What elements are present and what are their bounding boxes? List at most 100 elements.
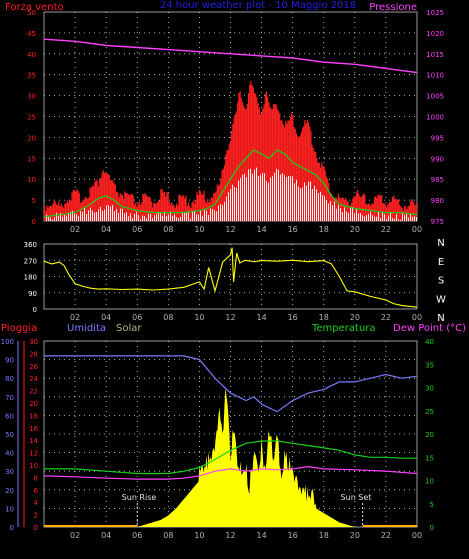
panel2-time-tick: 02	[70, 313, 80, 322]
wind-speed-tick: 40	[27, 51, 36, 59]
solar-area	[44, 387, 417, 527]
direction-tick: 90	[28, 290, 37, 298]
legend-solar: Solar	[116, 323, 142, 334]
wind-direction-line	[43, 247, 418, 308]
humidity-tick: 0	[10, 524, 14, 532]
temperature-tick: 0	[430, 524, 434, 532]
temperature-tick: 10	[425, 478, 434, 486]
wind-speed-tick: 20	[27, 134, 36, 142]
humidity-tick: 100	[1, 338, 14, 346]
temperature-tick: 40	[425, 338, 434, 346]
compass-label: N	[437, 238, 444, 249]
panel1-time-tick: 14	[256, 225, 266, 234]
panel1-time-tick: 02	[70, 225, 80, 234]
direction-tick: 0	[33, 306, 37, 314]
panel3-time-tick: 10	[194, 531, 204, 540]
panel1-time-tick: 08	[163, 225, 173, 234]
pressure-tick: 1025	[426, 9, 444, 17]
humidity-tick: 40	[5, 450, 14, 458]
panel3-time-tick: 06	[132, 531, 142, 540]
humidity-tick: 60	[5, 412, 14, 420]
pressure-axis-title: Pressione	[369, 2, 417, 13]
panel3-time-tick: 14	[256, 531, 266, 540]
humidity-tick: 70	[5, 394, 14, 402]
panel1-time-tick: 04	[101, 225, 111, 234]
panel1-time-tick: 10	[194, 225, 204, 234]
panel2-time-tick: 22	[381, 313, 391, 322]
direction-tick: 270	[24, 257, 37, 265]
sun-rise-label: Sun Rise	[122, 493, 157, 502]
dew-point-line	[43, 465, 418, 480]
panel3-time-tick: 12	[225, 531, 235, 540]
pressure-tick: 985	[431, 176, 444, 184]
humidity-tick: 10	[5, 505, 14, 513]
rain-tick: 14	[29, 437, 38, 445]
panel1-time-tick: 16	[288, 225, 298, 234]
panel1-time-tick: 00	[412, 225, 422, 234]
direction-tick: 360	[24, 241, 37, 249]
rain-tick: 8	[34, 474, 38, 482]
wind-speed-tick: 10	[27, 176, 36, 184]
wind-speed-axis-title: Forza vento	[5, 2, 64, 13]
panel2-time-tick: 08	[163, 313, 173, 322]
humidity-tick: 90	[5, 357, 14, 365]
legend-temperatura: Temperatura	[311, 323, 376, 334]
humidity-line	[44, 355, 418, 413]
temperature-tick: 15	[425, 454, 434, 462]
pressure-tick: 1010	[426, 72, 444, 80]
rain-tick: 26	[29, 363, 38, 371]
rain-tick: 28	[29, 350, 38, 358]
temperature-tick: 20	[425, 431, 434, 439]
wind-speed-tick: 25	[27, 114, 36, 122]
panel3-time-tick: 08	[163, 531, 173, 540]
panel3-time-tick: 00	[412, 531, 422, 540]
pressure-line	[43, 38, 418, 74]
pressure-tick: 975	[431, 218, 444, 226]
panel2-time-tick: 00	[412, 313, 422, 322]
pressure-tick: 1020	[426, 30, 444, 38]
temperature-humidity-panel: 0102030405060708090100024681012141618202…	[1, 338, 434, 540]
panel2-time-tick: 16	[288, 313, 298, 322]
panel2-time-tick: 04	[101, 313, 111, 322]
rain-tick: 22	[29, 388, 38, 396]
panel1-time-tick: 22	[381, 225, 391, 234]
direction-tick: 180	[24, 274, 37, 282]
rain-tick: 2	[34, 512, 38, 520]
temperature-line	[44, 440, 417, 475]
panel2-time-tick: 18	[319, 313, 329, 322]
compass-label: S	[438, 276, 444, 287]
temperature-tick: 35	[425, 361, 434, 369]
panel2-time-tick: 14	[256, 313, 266, 322]
legend-umidita: Umidita	[67, 323, 106, 334]
panel1-time-tick: 06	[132, 225, 142, 234]
wind-speed-tick: 35	[27, 72, 36, 80]
pressure-tick: 1005	[426, 93, 444, 101]
wind-pressure-panel: 0510152025303540455097598098599099510001…	[27, 9, 444, 234]
rain-tick: 6	[34, 487, 39, 495]
panel3-time-tick: 16	[288, 531, 298, 540]
panel2-time-tick: 20	[350, 313, 360, 322]
wind-speed-tick: 15	[27, 155, 36, 163]
panel1-time-tick: 12	[225, 225, 235, 234]
humidity-tick: 20	[5, 487, 14, 495]
panel3-time-tick: 02	[70, 531, 80, 540]
panel1-time-tick: 18	[319, 225, 329, 234]
rain-tick: 4	[34, 499, 39, 507]
humidity-tick: 80	[5, 375, 14, 383]
compass-label: E	[438, 257, 444, 268]
pressure-tick: 980	[431, 197, 444, 205]
legend-pioggia: Pioggia	[1, 323, 37, 334]
pressure-tick: 1015	[426, 51, 444, 59]
rain-tick: 30	[29, 338, 38, 346]
temperature-tick: 30	[425, 385, 434, 393]
rain-tick: 20	[29, 400, 38, 408]
temperature-tick: 5	[430, 501, 434, 509]
rain-tick: 0	[34, 524, 38, 532]
rain-tick: 12	[29, 450, 38, 458]
wind-speed-tick: 45	[27, 30, 36, 38]
panel2-time-tick: 10	[194, 313, 204, 322]
compass-label: W	[436, 294, 446, 305]
humidity-tick: 50	[5, 431, 14, 439]
humidity-tick: 30	[5, 468, 14, 476]
